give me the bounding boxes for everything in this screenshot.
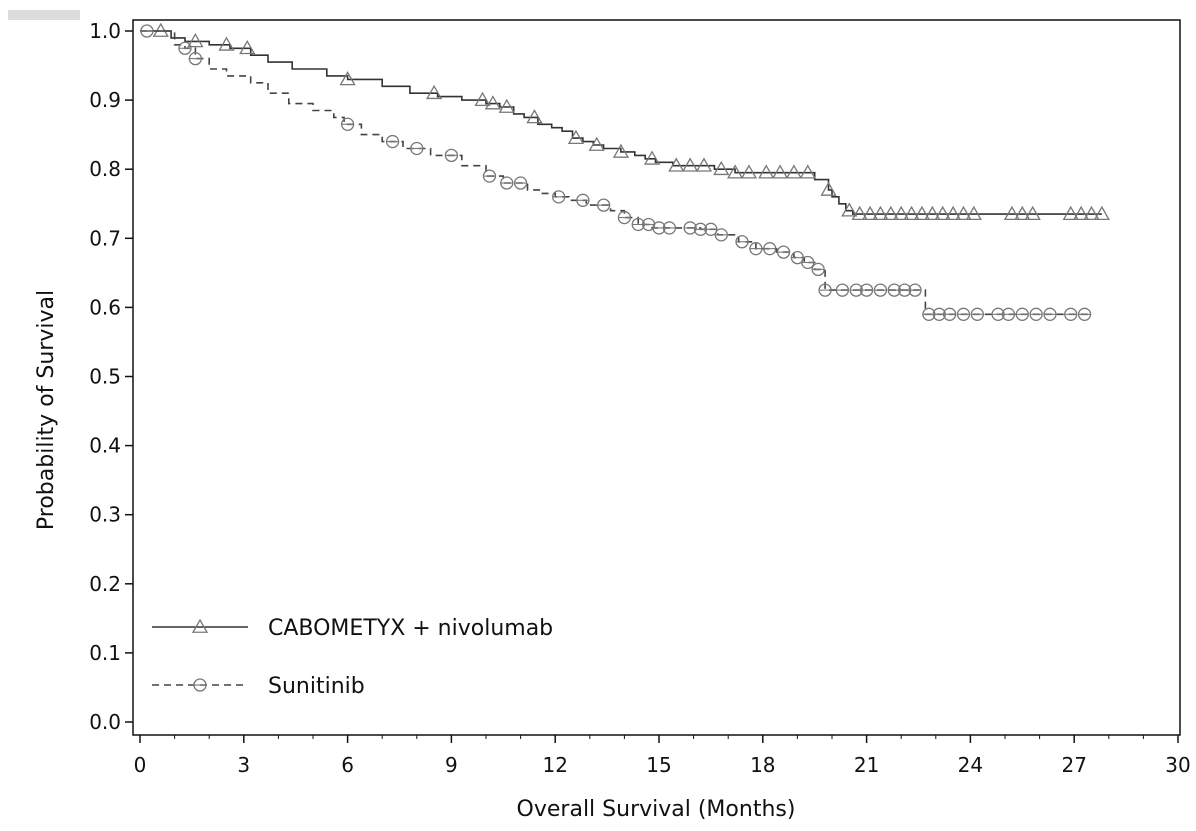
censor-marker [851, 205, 868, 221]
censor-marker [425, 84, 443, 100]
censor-marker [239, 39, 256, 55]
x-axis-title: Overall Survival (Months) [517, 797, 796, 822]
censor-marker [1024, 205, 1041, 221]
censor-marker [820, 181, 837, 196]
y-tick-label: 0.5 [89, 365, 121, 389]
censor-marker [903, 205, 920, 221]
x-tick-label: 12 [542, 753, 567, 777]
x-tick-label: 15 [646, 753, 671, 777]
y-tick-label: 0.6 [89, 295, 121, 319]
censor-marker [965, 205, 982, 221]
survival-curve [140, 30, 1102, 215]
x-tick-label: 21 [854, 753, 879, 777]
y-tick-label: 0.7 [89, 226, 121, 250]
legend: CABOMETYX + nivolumab Sunitinib [152, 616, 553, 699]
x-tick-label: 27 [1061, 753, 1086, 777]
censor-marker [1003, 205, 1021, 221]
censor-marker [339, 71, 356, 86]
x-tick-label: 0 [134, 753, 147, 777]
y-tick-label: 0.8 [89, 157, 121, 181]
y-tick-label: 1.0 [89, 19, 121, 43]
x-tick-label: 9 [445, 753, 458, 777]
censor-marker [526, 109, 543, 124]
censor-marker [1083, 205, 1100, 221]
censor-marker [955, 205, 972, 221]
censor-marker [498, 98, 515, 113]
y-tick-label: 0.4 [89, 434, 121, 458]
y-tick-label: 0.1 [89, 641, 121, 665]
censor-marker [799, 164, 816, 179]
x-tick-label: 24 [958, 753, 983, 777]
y-tick-label: 0.3 [89, 503, 121, 527]
series-0 [140, 22, 1111, 221]
censor-marker [893, 205, 910, 221]
censor-marker [643, 150, 661, 165]
y-axis-title: Probability of Survival [34, 290, 59, 530]
legend-label: Sunitinib [268, 674, 365, 699]
censor-marker [484, 95, 502, 110]
x-axis: 0 3 6 9 12 15 18 21 24 27 30 [134, 735, 1191, 777]
series-layer [140, 22, 1111, 321]
censor-marker [218, 36, 235, 51]
censor-marker [474, 91, 491, 106]
censor-marker [861, 205, 879, 221]
censor-marker [668, 157, 685, 172]
censor-marker [771, 164, 789, 179]
x-tick-label: 18 [750, 753, 775, 777]
y-axis: 0.0 0.1 0.2 0.3 0.4 0.5 0.6 0.7 0.8 0.9 1.0 [89, 19, 133, 734]
survival-curve [140, 30, 1088, 316]
censor-marker [882, 205, 899, 221]
x-tick-label: 30 [1165, 753, 1190, 777]
censor-marker [1062, 205, 1079, 221]
censor-marker [924, 205, 941, 221]
censor-marker [740, 164, 758, 179]
censor-marker [1093, 205, 1111, 221]
censor-marker [567, 129, 585, 145]
censor-marker [588, 136, 605, 151]
censor-marker [934, 205, 951, 221]
censor-marker [913, 205, 931, 221]
censor-marker [726, 164, 744, 179]
y-tick-label: 0.2 [89, 572, 121, 596]
series-1 [140, 24, 1092, 321]
y-tick-label: 0.9 [89, 88, 121, 112]
legend-marker [191, 618, 209, 633]
censor-marker [187, 33, 204, 48]
corner-tab [8, 10, 80, 20]
x-tick-label: 6 [341, 753, 354, 777]
censor-marker [944, 205, 962, 221]
legend-label: CABOMETYX + nivolumab [268, 616, 553, 641]
censor-marker [758, 164, 775, 179]
censor-marker [1014, 205, 1031, 221]
y-tick-label: 0.0 [89, 710, 121, 734]
censor-marker [713, 160, 730, 176]
plot-frame [132, 19, 1181, 736]
censor-marker [682, 157, 699, 172]
x-tick-label: 3 [237, 753, 250, 777]
censor-marker [612, 143, 630, 158]
censor-marker [1072, 205, 1090, 221]
censor-marker [152, 22, 169, 37]
censor-marker [695, 157, 713, 172]
censor-marker [841, 202, 858, 217]
censor-marker [785, 164, 803, 179]
censor-marker [872, 205, 889, 221]
